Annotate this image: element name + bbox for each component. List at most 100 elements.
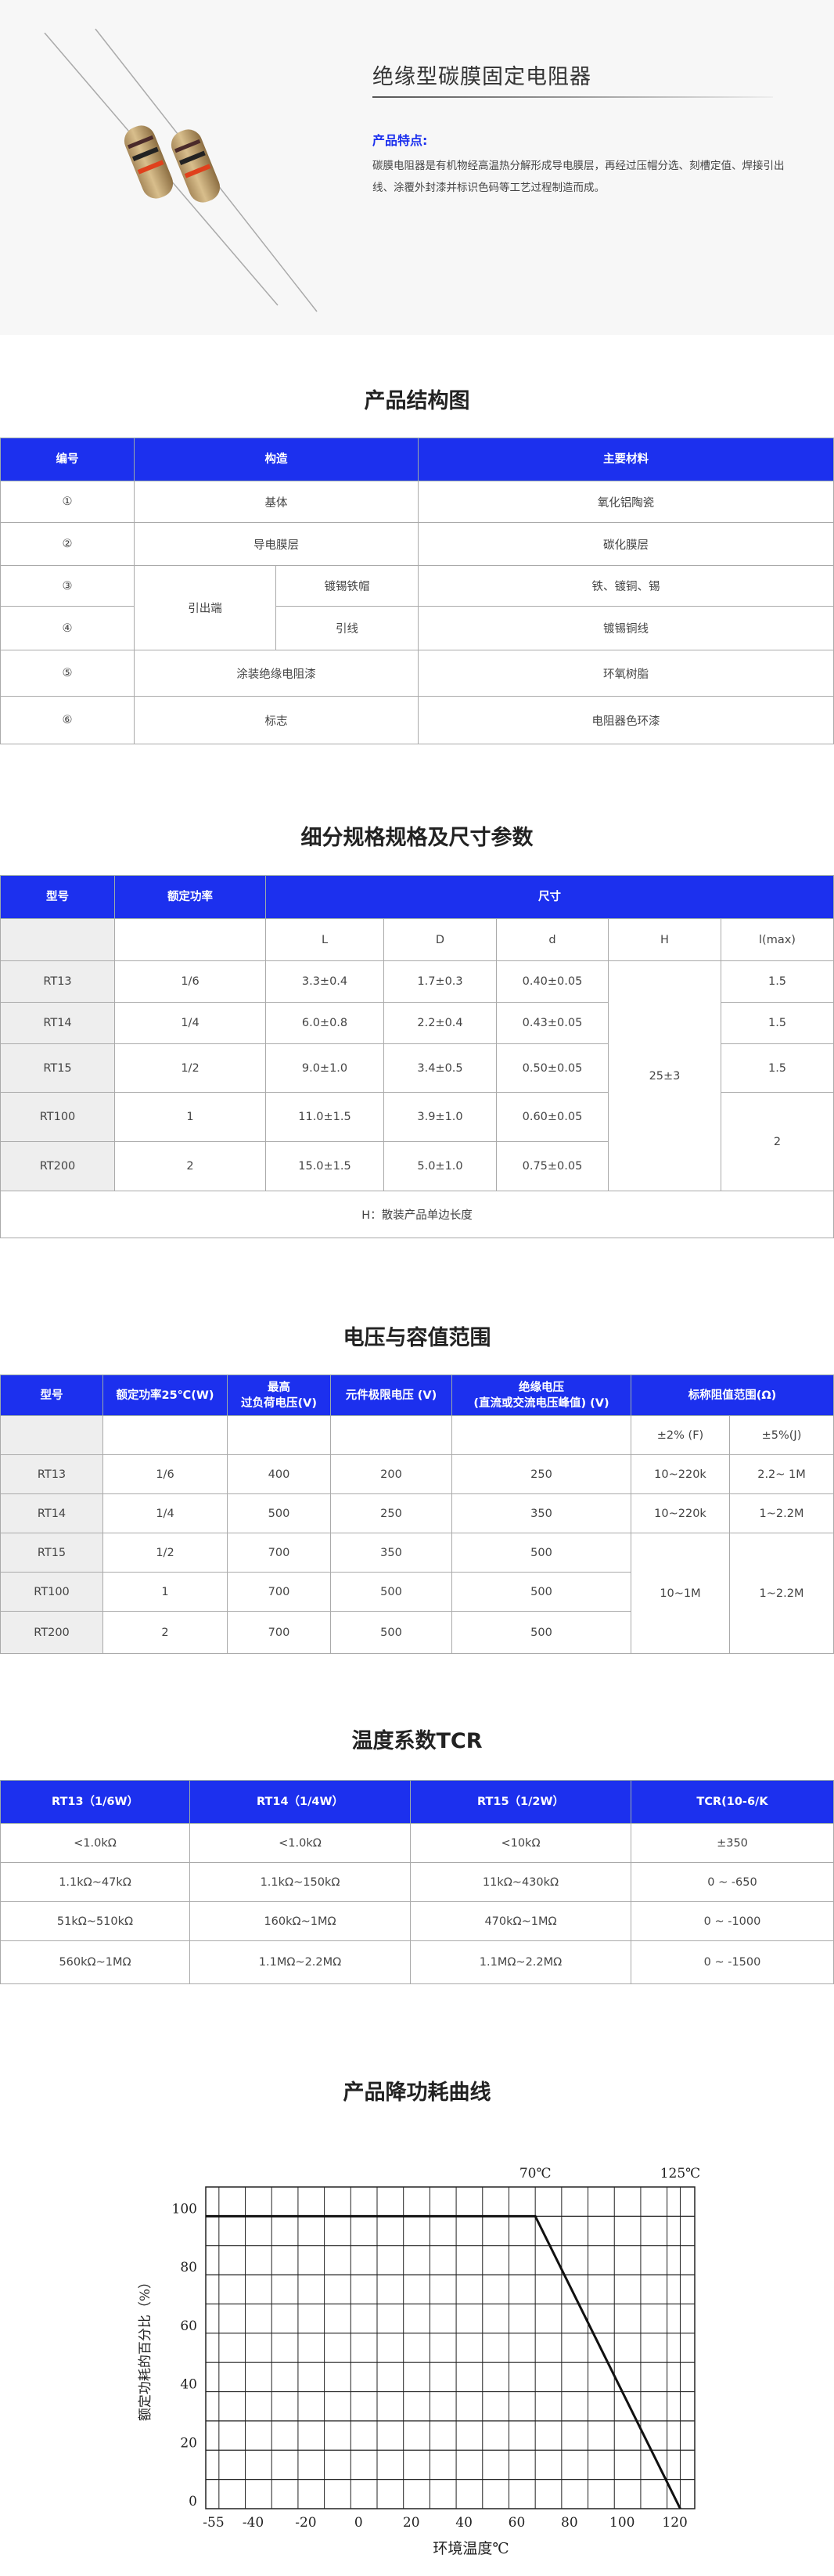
cell: 1.1MΩ~2.2MΩ (410, 1940, 631, 1984)
feature-label: 产品特点: (372, 133, 428, 148)
y-axis-label: 额定功耗的百分比（%） (138, 2275, 153, 2421)
cell-L: 3.3±0.4 (265, 960, 384, 1003)
cell: ±350 (631, 1823, 834, 1863)
empty-cell (451, 1415, 631, 1455)
structure-table: 编号 构造 主要材料 ① 基体 氧化铝陶瓷 ② 导电膜层 碳化膜层 ③ 引出端 … (0, 438, 834, 744)
cell-d: 0.43±0.05 (496, 1002, 609, 1044)
empty-cell (227, 1415, 331, 1455)
x-tick-label: 120 (662, 2515, 687, 2531)
cell-model: RT13 (0, 1454, 103, 1494)
table-row: 51kΩ~510kΩ 160kΩ~1MΩ 470kΩ~1MΩ 0 ~ -1000 (0, 1901, 834, 1941)
subheader-lmax: l(max) (721, 918, 834, 961)
header-insulation: 绝缘电压 (直流或交流电压峰值) (V) (451, 1374, 631, 1416)
cell-part: 镀锡铁帽 (275, 565, 419, 607)
table-row: ⑤ 涂装绝缘电阻漆 环氧树脂 (0, 650, 834, 697)
table-row: ⑥ 标志 电阻器色环漆 (0, 696, 834, 744)
cell-limit: 250 (330, 1493, 452, 1533)
cell: 0 ~ -650 (631, 1862, 834, 1902)
cell-limit: 500 (330, 1611, 452, 1654)
cell-model: RT14 (0, 1493, 103, 1533)
cell: 11kΩ~430kΩ (410, 1862, 631, 1902)
subheader-D: D (383, 918, 497, 961)
cell-part: 基体 (134, 481, 419, 523)
cell: 1.1kΩ~47kΩ (0, 1862, 190, 1902)
x-tick-label: -20 (295, 2515, 316, 2531)
header-model: 型号 (0, 875, 115, 919)
header-power: 额定功率 (114, 875, 266, 919)
table-row: RT15 1/2 9.0±1.0 3.4±0.5 0.50±0.05 1.5 (0, 1043, 834, 1093)
cell-L: 11.0±1.5 (265, 1092, 384, 1142)
cell-model: RT14 (0, 1002, 115, 1044)
title-divider (372, 96, 773, 98)
header-model: 型号 (0, 1374, 103, 1416)
subheader-j: ±5%(J) (729, 1415, 834, 1455)
cell-d: 0.75±0.05 (496, 1141, 609, 1191)
cell-no: ③ (0, 565, 135, 607)
x-axis-label: 环境温度℃ (433, 2540, 509, 2557)
cell: 0 ~ -1500 (631, 1940, 834, 1984)
cell-D: 3.4±0.5 (383, 1043, 497, 1093)
cell: <10kΩ (410, 1823, 631, 1863)
cell-overload: 700 (227, 1533, 331, 1573)
x-tick-label: 60 (509, 2515, 526, 2531)
cell-D: 3.9±1.0 (383, 1092, 497, 1142)
cell-D: 2.2±0.4 (383, 1002, 497, 1044)
cell-no: ④ (0, 606, 135, 650)
plot-frame (205, 2186, 696, 2509)
cell-D: 1.7±0.3 (383, 960, 497, 1003)
cell-model: RT13 (0, 960, 115, 1003)
cell-limit: 350 (330, 1533, 452, 1573)
subheader-d: d (496, 918, 609, 961)
cell-model: RT200 (0, 1611, 103, 1654)
x-tick-label: 80 (561, 2515, 578, 2531)
table-row: ③ 引出端 镀锡铁帽 铁、镀铜、锡 (0, 565, 834, 650)
header-overload-line2: 过负荷电压(V) (241, 1396, 317, 1410)
cell-insulation: 350 (451, 1493, 631, 1533)
cell-insulation: 250 (451, 1454, 631, 1494)
header-resistance-range: 标称阻值范围(Ω) (631, 1374, 834, 1416)
cell: <1.0kΩ (0, 1823, 190, 1863)
x-tick-label: 40 (455, 2515, 473, 2531)
cell-material: 碳化膜层 (418, 522, 834, 566)
dimensions-note: H：散装产品单边长度 (0, 1191, 834, 1238)
cell-power: 1/6 (114, 960, 266, 1003)
header-insulation-line1: 绝缘电压 (519, 1381, 564, 1394)
cell-insulation: 500 (451, 1533, 631, 1573)
table-row: RT200 2 700 500 500 (0, 1611, 834, 1654)
header-overload-line1: 最高 (268, 1381, 290, 1394)
header-material: 主要材料 (418, 438, 834, 481)
subheader-H: H (608, 918, 721, 961)
cell-no: ⑤ (0, 650, 135, 697)
cell: 560kΩ~1MΩ (0, 1940, 190, 1984)
cell-limit: 200 (330, 1454, 452, 1494)
cell-L: 9.0±1.0 (265, 1043, 384, 1093)
cell-no: ① (0, 481, 135, 523)
cell-lmax: 1.5 (721, 1002, 834, 1044)
dimensions-table: 型号 额定功率 尺寸 L D d H l(max) RT13 1/6 3.3±0… (0, 875, 834, 1238)
cell-part: 引线 (275, 606, 419, 650)
y-tick-label: 0 (189, 2494, 197, 2509)
header-size: 尺寸 (265, 875, 834, 919)
cell-overload: 700 (227, 1572, 331, 1612)
table-row: 560kΩ~1MΩ 1.1MΩ~2.2MΩ 1.1MΩ~2.2MΩ 0 ~ -1500 (0, 1940, 834, 1984)
cell: 0 ~ -1000 (631, 1901, 834, 1941)
cell-part: 标志 (134, 696, 419, 744)
cell-limit: 500 (330, 1572, 452, 1612)
cell-D: 5.0±1.0 (383, 1141, 497, 1191)
cell-L: 6.0±0.8 (265, 1002, 384, 1044)
cell: 51kΩ~510kΩ (0, 1901, 190, 1941)
y-tick-label: 100 (172, 2201, 197, 2217)
table-row: ④ 引线 镀锡铜线 (0, 606, 834, 650)
cell-material: 镀锡铜线 (418, 606, 834, 650)
product-title: 绝缘型碳膜固定电阻器 (372, 65, 591, 89)
cell-j: 1~2.2M (729, 1533, 834, 1654)
table-row: 1.1kΩ~47kΩ 1.1kΩ~150kΩ 11kΩ~430kΩ 0 ~ -650 (0, 1862, 834, 1902)
header-no: 编号 (0, 438, 135, 481)
annotation-label: 70℃ (519, 2166, 552, 2181)
empty-cell (0, 1415, 103, 1455)
header-power: 额定功率25℃(W) (102, 1374, 228, 1416)
cell-H: 25±3 (608, 960, 721, 1191)
tcr-title: 温度系数TCR (351, 1729, 483, 1753)
subheader-f: ±2% (F) (631, 1415, 730, 1455)
cell-model: RT200 (0, 1141, 115, 1191)
